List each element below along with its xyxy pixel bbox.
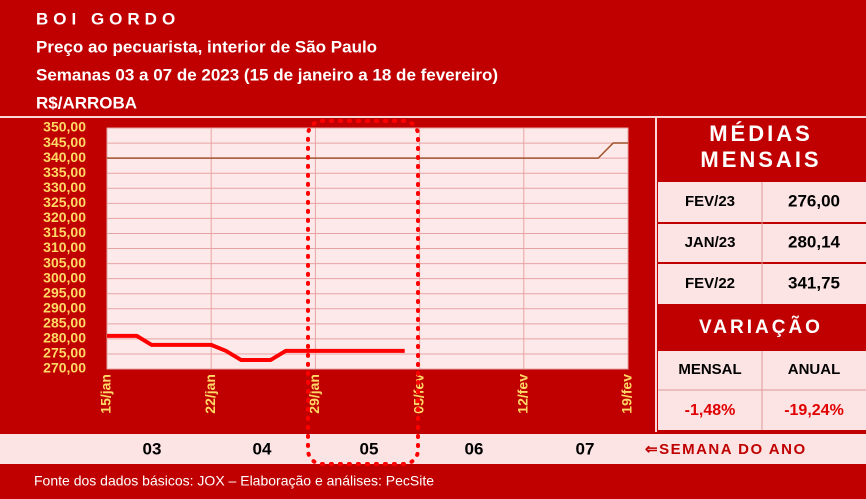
y-tick-label: 310,00 xyxy=(43,239,86,255)
y-tick-label: 350,00 xyxy=(43,119,86,135)
y-tick-label: 330,00 xyxy=(43,179,86,195)
x-tick-label: 22/jan xyxy=(202,374,218,414)
variation-value: -1,48% xyxy=(685,402,736,419)
week-caption: ⇐SEMANA DO ANO xyxy=(645,441,807,458)
month-value: 280,14 xyxy=(788,232,841,251)
week-label: 06 xyxy=(465,439,484,458)
y-tick-label: 300,00 xyxy=(43,269,86,285)
y-tick-label: 270,00 xyxy=(43,360,86,376)
y-tick-label: 345,00 xyxy=(43,134,86,150)
y-tick-label: 340,00 xyxy=(43,149,86,165)
month-label: JAN/23 xyxy=(685,234,736,251)
x-tick-label: 12/fev xyxy=(515,374,531,414)
y-tick-label: 325,00 xyxy=(43,194,86,210)
plot: 270,00275,00280,00285,00290,00295,00300,… xyxy=(43,119,635,414)
x-tick-label: 29/jan xyxy=(306,374,322,414)
highlight xyxy=(306,119,420,466)
x-tick-label: 19/fev xyxy=(619,374,635,414)
footer: Fonte dos dados básicos: JOX – Elaboraçã… xyxy=(34,473,434,489)
subtitle: R$/ARROBA xyxy=(36,93,137,112)
week-label: 07 xyxy=(576,439,595,458)
month-value: 276,00 xyxy=(788,191,840,210)
y-tick-label: 285,00 xyxy=(43,315,86,331)
series-line xyxy=(107,142,628,159)
y-tick-label: 290,00 xyxy=(43,299,86,315)
week-label: 04 xyxy=(253,439,272,458)
panel-title: MÉDIAS MENSAIS xyxy=(700,121,821,172)
week-label: 03 xyxy=(143,439,162,458)
y-tick-label: 280,00 xyxy=(43,330,86,346)
month-label: FEV/23 xyxy=(685,193,735,210)
y-tick-label: 320,00 xyxy=(43,209,86,225)
variation-title: VARIAÇÃO xyxy=(699,316,823,338)
y-tick-label: 295,00 xyxy=(43,284,86,300)
series-line xyxy=(107,333,405,362)
y-tick-label: 335,00 xyxy=(43,164,86,180)
week-band xyxy=(0,434,866,464)
variation-header: ANUAL xyxy=(788,361,841,378)
month-value: 341,75 xyxy=(788,273,840,292)
y-tick-label: 315,00 xyxy=(43,224,86,240)
subtitle: Preço ao pecuarista, interior de São Pau… xyxy=(36,37,377,56)
month-label: FEV/22 xyxy=(685,275,735,292)
y-tick-label: 305,00 xyxy=(43,254,86,270)
title: BOI GORDO xyxy=(36,9,180,28)
week-label: 05 xyxy=(360,439,379,458)
variation-value: -19,24% xyxy=(784,402,844,419)
x-tick-label: 15/jan xyxy=(98,374,114,414)
variation-header: MENSAL xyxy=(678,361,741,378)
y-tick-label: 275,00 xyxy=(43,345,86,361)
subtitle: Semanas 03 a 07 de 2023 (15 de janeiro a… xyxy=(36,65,498,84)
